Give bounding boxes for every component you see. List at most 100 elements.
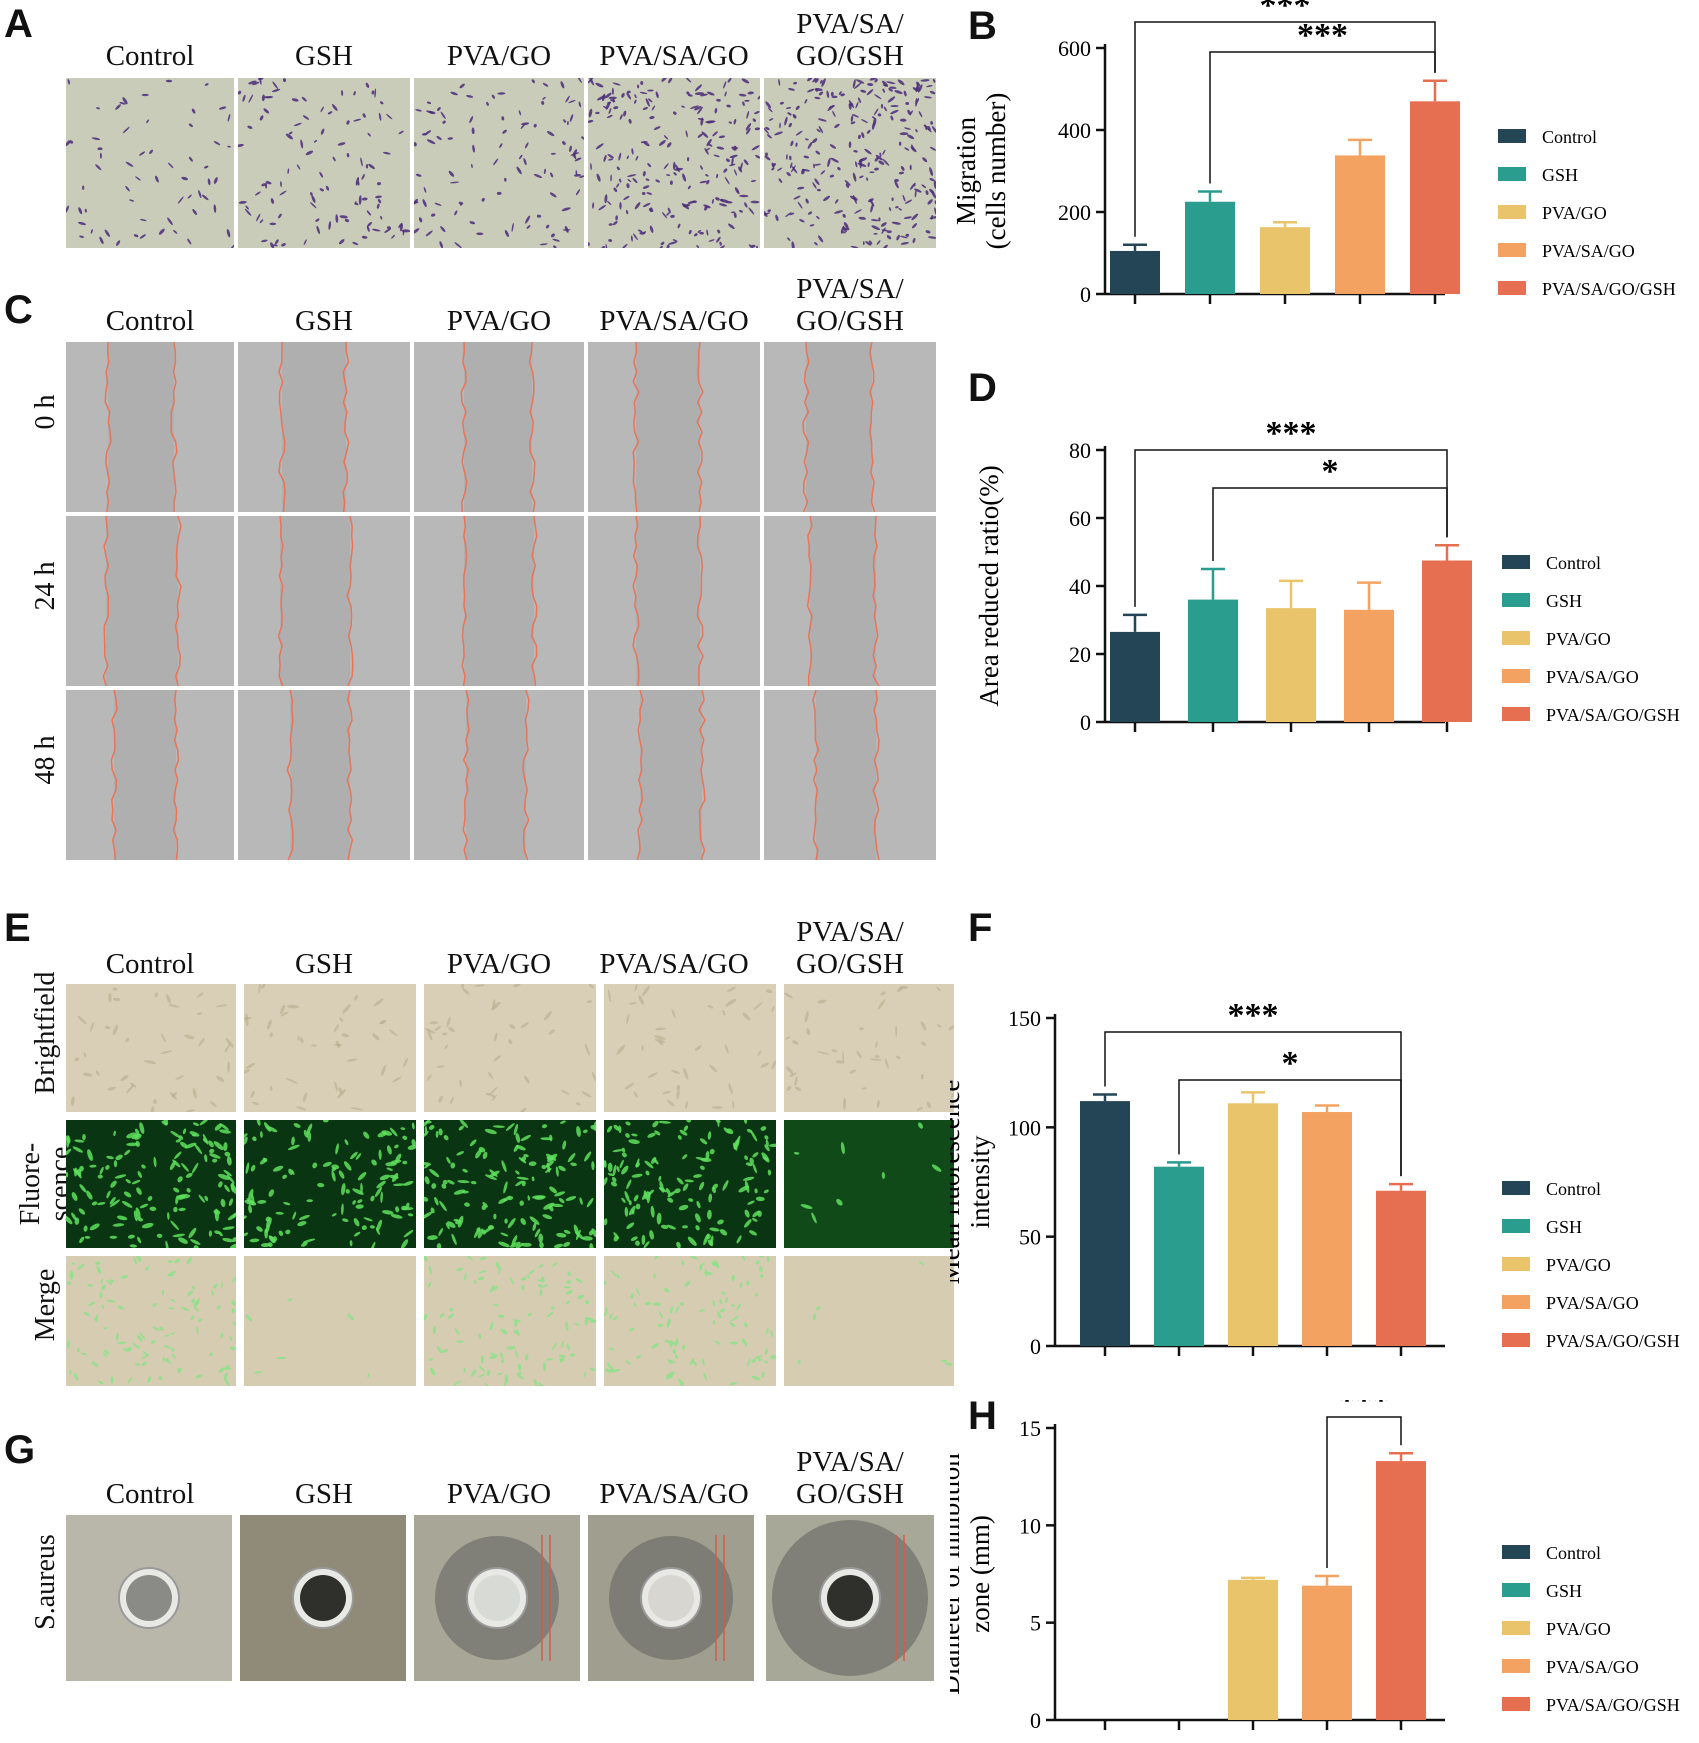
legend-swatch-0 [1502,1545,1530,1559]
panel-e-col-label-3: PVA/SA/GO [599,948,749,980]
legend-swatch-1 [1498,167,1526,181]
panel-g-col-label-1: GSH [294,1478,353,1510]
y-axis-label: zone (mm) [965,1515,995,1633]
panel-letter-d: D [968,366,997,410]
scratch-image [588,690,760,860]
significance-bracket [1209,51,1436,184]
legend-label-1: GSH [1542,165,1578,185]
fluorescence-image [66,1120,236,1248]
panel-c-col-label-4: PVA/SA/ GO/GSH [796,273,904,337]
bar-3 [1302,1112,1352,1346]
scratch-image [66,516,234,686]
panel-letter-b: B [968,4,997,48]
chart-b-migration: 0 200 400 600 Migration (cells number) ****** C… [951,0,1676,307]
transwell-image [238,78,410,248]
legend-label-2: PVA/GO [1542,203,1607,223]
legend-label-0: Control [1546,1543,1601,1563]
y-axis-label: Migration [951,117,981,225]
legend-swatch-1 [1502,593,1530,607]
significance-bracket [1134,21,1436,237]
brightfield-image [244,984,416,1112]
legend-swatch-1 [1502,1219,1530,1233]
panel-e-col-label-0: Control [105,948,195,980]
bar-0 [1080,1101,1130,1346]
significance-label: *** [1266,415,1317,452]
panel-e-col-label-2: PVA/GO [446,948,552,980]
legend-swatch-3 [1498,243,1526,257]
legend-swatch-2 [1502,1621,1530,1635]
chart-d-area-reduced: 0 20 40 60 80 Area reduced ratio(%) **** Contro… [974,415,1680,735]
bar-2 [1228,1103,1278,1346]
merge-image [244,1256,416,1386]
bar-2 [1266,608,1316,722]
fluorescence-image [424,1120,596,1248]
merge-image [424,1256,596,1386]
legend-label-3: PVA/SA/GO [1546,1293,1639,1313]
scratch-image [588,516,760,686]
legend-label-2: PVA/GO [1546,1255,1611,1275]
scratch-row-label-0: 0 h [30,394,61,430]
merge-image [66,1256,236,1386]
y-tick-label: 10 [1019,1513,1041,1538]
y-tick-label: 400 [1058,118,1091,143]
bar-4 [1422,560,1472,722]
y-tick-label: 40 [1069,574,1091,599]
y-tick-label: 600 [1058,36,1091,61]
y-axis-label: Diameter of inhibition [950,1453,965,1695]
fluorescence-image [784,1120,954,1248]
panel-c-col-label-0: Control [105,305,195,337]
transwell-image [588,78,760,248]
legend-label-1: GSH [1546,1581,1582,1601]
y-axis-label: Mean fluorescence [950,1080,965,1285]
inhibition-image [240,1515,406,1681]
bar-4 [1376,1190,1426,1346]
significance-bracket [1178,1079,1402,1177]
panel-g-col-label-4: PVA/SA/ GO/GSH [796,1446,904,1510]
y-tick-label: 0 [1080,710,1091,735]
y-tick-label: 100 [1008,1115,1041,1140]
legend-swatch-0 [1498,129,1526,143]
panel-letter-a: A [4,2,33,46]
scratch-image [414,690,584,860]
bar-2 [1260,227,1310,294]
panel-a-col-label-0: Control [105,40,195,72]
legend-swatch-4 [1502,707,1530,721]
bar-1 [1154,1166,1204,1346]
inhibition-image [766,1515,934,1681]
significance-label: *** [1228,997,1279,1034]
legend-label-4: PVA/SA/GO/GSH [1546,1331,1680,1351]
significance-bracket [1212,487,1448,561]
panel-e-col-label-1: GSH [294,948,353,980]
legend-label-3: PVA/SA/GO [1542,241,1635,261]
significance-bracket [1326,1416,1402,1568]
panel-e-col-label-4: PVA/SA/ GO/GSH [796,916,904,980]
panel-g-col-label-3: PVA/SA/GO [599,1478,749,1510]
scratch-image [764,342,936,512]
brightfield-image [424,984,596,1112]
legend-swatch-3 [1502,669,1530,683]
significance-label: *** [1260,0,1311,24]
scratch-image [238,516,410,686]
y-tick-label: 60 [1069,506,1091,531]
legend-label-3: PVA/SA/GO [1546,667,1639,687]
bar-1 [1188,599,1238,722]
y-axis-label: (cells number) [981,93,1011,250]
y-tick-label: 15 [1019,1416,1041,1441]
legend-label-2: PVA/GO [1546,1619,1611,1639]
y-tick-label: 5 [1030,1611,1041,1636]
scratch-image [66,690,234,860]
significance-label: *** [1339,1400,1390,1419]
y-tick-label: 0 [1080,282,1091,307]
scratch-image [764,690,936,860]
panel-g-col-label-0: Control [105,1478,195,1510]
panel-letter-g: G [4,1428,36,1472]
brightfield-image [784,984,954,1112]
merge-image [604,1256,776,1386]
merge-image [784,1256,954,1386]
bar-0 [1110,631,1160,722]
panel-letter-f: F [968,906,993,950]
y-tick-label: 0 [1030,1334,1041,1359]
panel-a-col-label-4: PVA/SA/ GO/GSH [796,8,904,72]
bar-0 [1110,250,1160,294]
panel-g-col-label-2: PVA/GO [446,1478,552,1510]
